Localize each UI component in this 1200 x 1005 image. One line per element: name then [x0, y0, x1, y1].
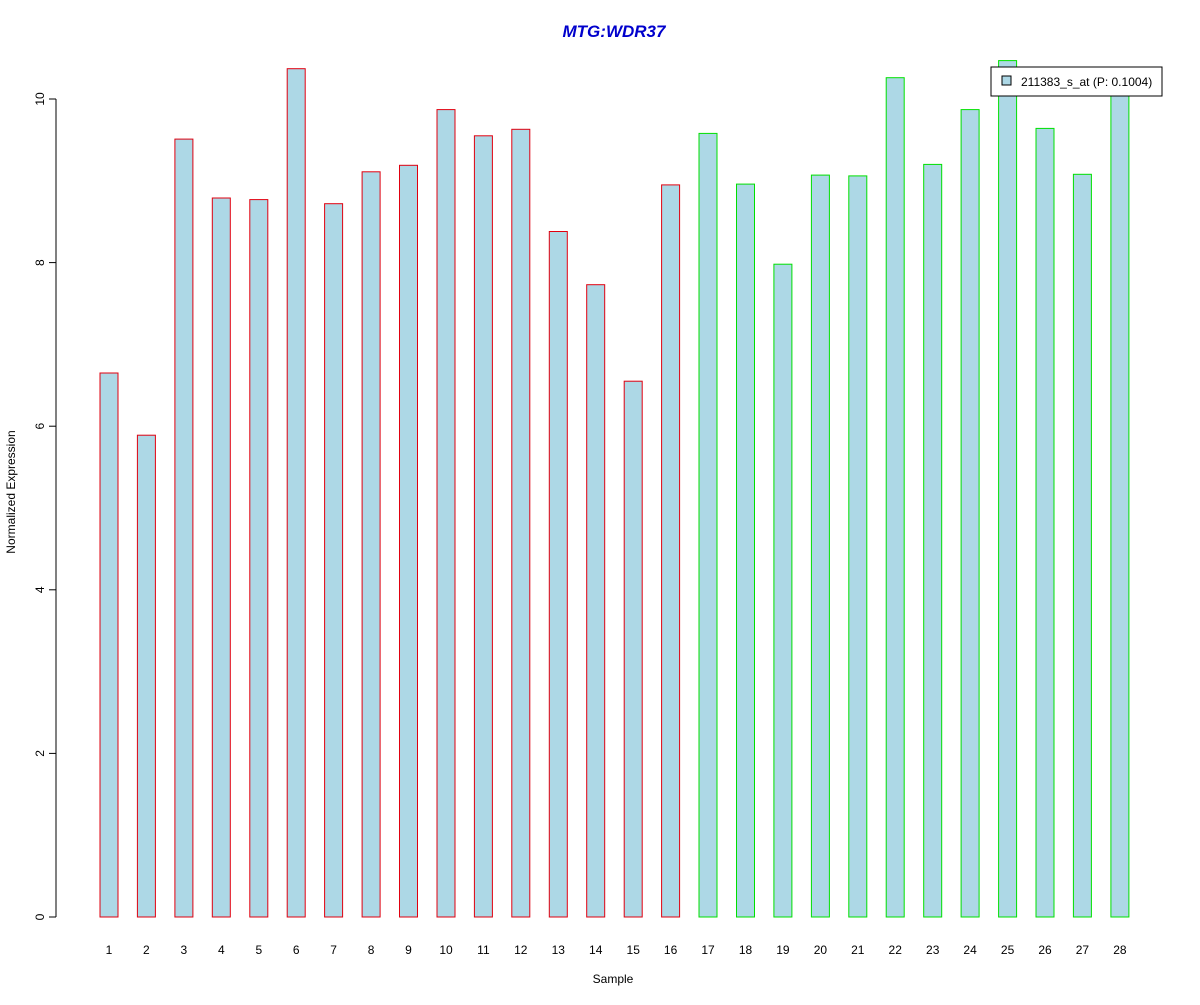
bar-sample-11 — [473, 135, 493, 918]
bar-sample-20 — [810, 174, 830, 918]
bar-sample-3 — [174, 138, 194, 918]
y-tick-label: 2 — [33, 750, 47, 757]
x-tick-label: 27 — [1076, 943, 1090, 957]
x-tick-label: 5 — [255, 943, 262, 957]
y-axis-title: Normalized Expression — [4, 430, 18, 553]
x-tick-label: 25 — [1001, 943, 1015, 957]
bar-sample-21 — [848, 175, 868, 918]
bar-sample-5 — [249, 199, 269, 918]
bar-sample-23 — [923, 163, 943, 918]
bar-sample-14 — [586, 284, 606, 918]
legend-box — [990, 66, 1163, 97]
x-tick-label: 20 — [814, 943, 828, 957]
bar-sample-22 — [885, 77, 905, 918]
x-tick-label: 15 — [627, 943, 641, 957]
bar-sample-24 — [960, 109, 980, 918]
x-tick-label: 17 — [701, 943, 715, 957]
bar-sample-19 — [773, 263, 793, 918]
bar-sample-27 — [1072, 173, 1092, 918]
x-tick-label: 23 — [926, 943, 940, 957]
x-tick-label: 13 — [552, 943, 566, 957]
x-tick-label: 26 — [1038, 943, 1052, 957]
bar-sample-18 — [736, 183, 755, 918]
y-tick-label: 6 — [33, 423, 47, 430]
bar-sample-2 — [136, 434, 156, 918]
legend-label: 211383_s_at (P: 0.1004) — [1021, 75, 1152, 89]
bar-sample-9 — [399, 164, 418, 918]
x-tick-label: 19 — [776, 943, 790, 957]
y-tick-label: 4 — [33, 586, 47, 593]
y-tick-label: 10 — [33, 92, 47, 106]
bar-sample-4 — [211, 197, 231, 918]
x-tick-label: 8 — [368, 943, 375, 957]
bar-sample-6 — [286, 68, 306, 918]
x-tick-label: 22 — [889, 943, 903, 957]
x-tick-label: 7 — [330, 943, 337, 957]
legend: 211383_s_at (P: 0.1004) — [990, 66, 1163, 97]
x-tick-label: 11 — [477, 943, 490, 957]
bar-sample-28 — [1110, 92, 1130, 918]
x-tick-label: 2 — [143, 943, 150, 957]
bar-sample-7 — [324, 203, 344, 918]
x-tick-label: 6 — [293, 943, 300, 957]
x-tick-label: 9 — [405, 943, 412, 957]
x-tick-label: 28 — [1113, 943, 1127, 957]
x-axis-title: Sample — [593, 972, 634, 986]
y-tick-label: 8 — [33, 259, 47, 266]
bar-sample-15 — [623, 380, 643, 918]
y-tick-label: 0 — [33, 913, 47, 920]
y-axis: 0 2 4 6 8 10 — [33, 92, 57, 920]
x-tick-label: 10 — [439, 943, 453, 957]
bar-sample-25 — [998, 60, 1018, 918]
x-tick-label: 12 — [514, 943, 528, 957]
legend-swatch — [1001, 75, 1012, 86]
x-tick-label: 3 — [181, 943, 188, 957]
x-tick-label: 14 — [589, 943, 603, 957]
bar-sample-10 — [436, 109, 456, 918]
bar-sample-13 — [548, 231, 568, 918]
chart-title: MTG:WDR37 — [563, 22, 667, 41]
x-tick-label: 16 — [664, 943, 678, 957]
x-tick-label: 21 — [851, 943, 865, 957]
x-tick-label: 4 — [218, 943, 225, 957]
bar-sample-8 — [361, 171, 381, 918]
bar-sample-26 — [1035, 127, 1055, 918]
x-tick-labels: 1 2 3 4 5 6 7 8 9 10 11 12 13 14 15 16 17 18 19 20 21 22 23 24 2… — [106, 943, 1127, 957]
bar-sample-12 — [511, 128, 531, 918]
x-tick-label: 18 — [739, 943, 753, 957]
x-tick-label: 1 — [106, 943, 113, 957]
bars-group — [99, 60, 1130, 918]
x-tick-label: 24 — [963, 943, 977, 957]
bar-sample-16 — [661, 184, 681, 918]
bar-sample-1 — [99, 372, 119, 918]
bar-sample-17 — [698, 132, 718, 918]
